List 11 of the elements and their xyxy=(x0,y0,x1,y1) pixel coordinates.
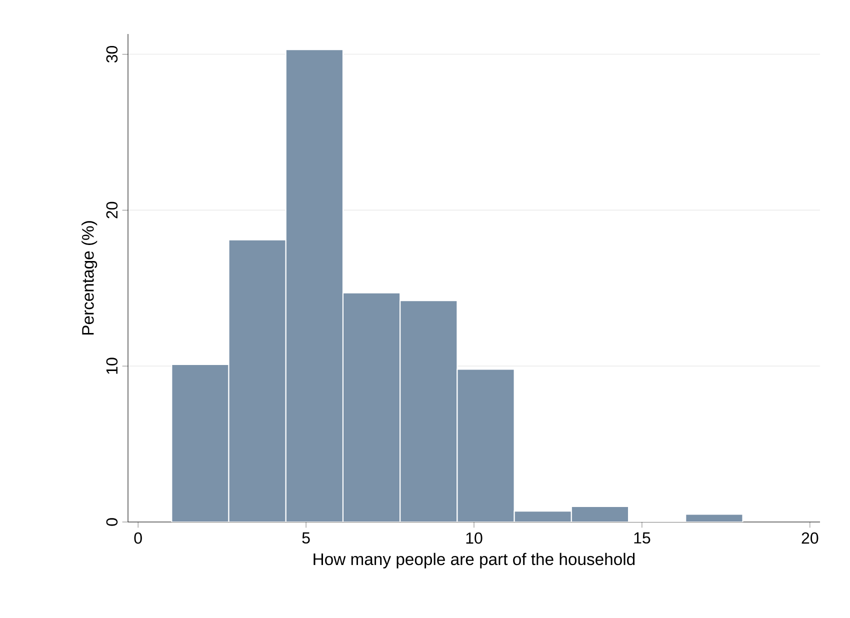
x-tick-label: 20 xyxy=(802,532,818,544)
x-axis-title: How many people are part of the household xyxy=(314,552,635,568)
y-tick-label: 30 xyxy=(106,46,118,63)
x-tick-label: 15 xyxy=(634,532,650,544)
x-tick-label: 10 xyxy=(466,532,482,544)
y-axis-title: Percentage (%) xyxy=(82,221,98,335)
y-tick-label: 0 xyxy=(106,518,118,526)
y-tick-label: 10 xyxy=(106,358,118,374)
x-tick-label: 5 xyxy=(302,532,310,544)
y-tick-label: 20 xyxy=(106,202,118,218)
x-tick-label: 0 xyxy=(134,532,142,544)
